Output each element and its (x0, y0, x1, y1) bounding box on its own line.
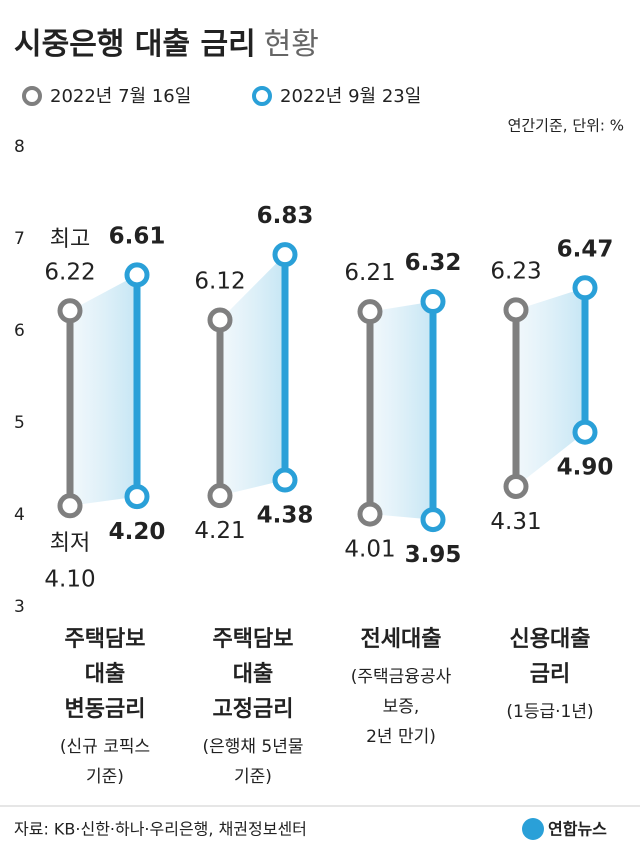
high-label: 6.21 (344, 260, 395, 286)
legend-marker (22, 86, 42, 106)
low-dot (272, 467, 298, 493)
low-dot (572, 419, 598, 445)
category-label: 주택담보 (65, 627, 146, 652)
category-note: 2년 만기) (366, 727, 436, 747)
category-note: (주택금융공사 (351, 667, 452, 687)
title: 시중은행 대출 금리 (14, 27, 256, 62)
y-tick-label: 6 (14, 321, 25, 341)
high-dot (503, 297, 529, 323)
low-dot (503, 473, 529, 499)
high-label: 6.23 (490, 258, 541, 284)
high-dot (357, 299, 383, 325)
low-dot (357, 501, 383, 527)
category-note: (은행채 5년물 (202, 737, 303, 757)
high-dot (420, 289, 446, 315)
high-label: 6.47 (557, 236, 614, 262)
legend-label: 2022년 7월 16일 (50, 86, 191, 107)
low-label: 3.95 (405, 542, 462, 568)
y-tick-label: 4 (14, 505, 25, 525)
category-note: 보증, (383, 697, 420, 717)
range-band (70, 274, 137, 506)
high-dot (572, 275, 598, 301)
legend-marker (252, 86, 272, 106)
logo: 연합뉴스 (548, 820, 607, 839)
category-note: (1등급·1년) (506, 702, 593, 722)
category-label: 전세대출 (361, 627, 442, 652)
low-label: 4.10 (44, 566, 95, 592)
low-label: 4.90 (557, 455, 614, 481)
category-label: 변동금리 (65, 697, 146, 722)
high-label: 6.32 (405, 250, 462, 276)
y-tick-label: 3 (14, 597, 25, 617)
low-dot (420, 507, 446, 533)
category-label: 주택담보 (213, 627, 294, 652)
low-dot (124, 484, 150, 510)
low-label: 4.01 (344, 537, 395, 563)
range-band (220, 254, 285, 496)
y-tick-label: 8 (14, 137, 25, 157)
low-dot (207, 483, 233, 509)
category-note: 기준) (234, 767, 272, 787)
category-label: 대출 (233, 662, 273, 687)
category-label: 대출 (85, 662, 125, 687)
annotation: 최저 (50, 531, 90, 556)
legend-label: 2022년 9월 23일 (280, 86, 421, 107)
low-label: 4.20 (109, 519, 166, 545)
category-label: 신용대출 (510, 627, 591, 652)
category-label: 금리 (530, 662, 570, 687)
range-band (516, 287, 585, 487)
range-band (370, 301, 433, 520)
category-note: 기준) (86, 767, 124, 787)
y-tick-label: 7 (14, 229, 25, 249)
high-dot (207, 307, 233, 333)
source: 자료: KB·신한·하나·우리은행, 채권정보센터 (14, 820, 307, 839)
high-label: 6.22 (44, 259, 95, 285)
logo-icon (522, 818, 544, 840)
annotation: 최고 (50, 227, 90, 252)
chart-title: 시중은행 대출 금리 현황 (14, 27, 319, 62)
low-label: 4.31 (490, 509, 541, 535)
high-label: 6.12 (194, 268, 245, 294)
category-label: 고정금리 (213, 697, 294, 722)
subtitle: 현황 (264, 27, 319, 62)
low-label: 4.21 (194, 518, 245, 544)
high-dot (272, 242, 298, 268)
high-label: 6.83 (257, 203, 314, 229)
y-tick-label: 5 (14, 413, 25, 433)
category-note: (신규 코픽스 (60, 737, 150, 757)
unit-note: 연간기준, 단위: % (508, 117, 624, 135)
high-dot (124, 262, 150, 288)
high-dot (57, 298, 83, 324)
high-label: 6.61 (109, 223, 166, 249)
low-label: 4.38 (257, 503, 314, 529)
low-dot (57, 493, 83, 519)
